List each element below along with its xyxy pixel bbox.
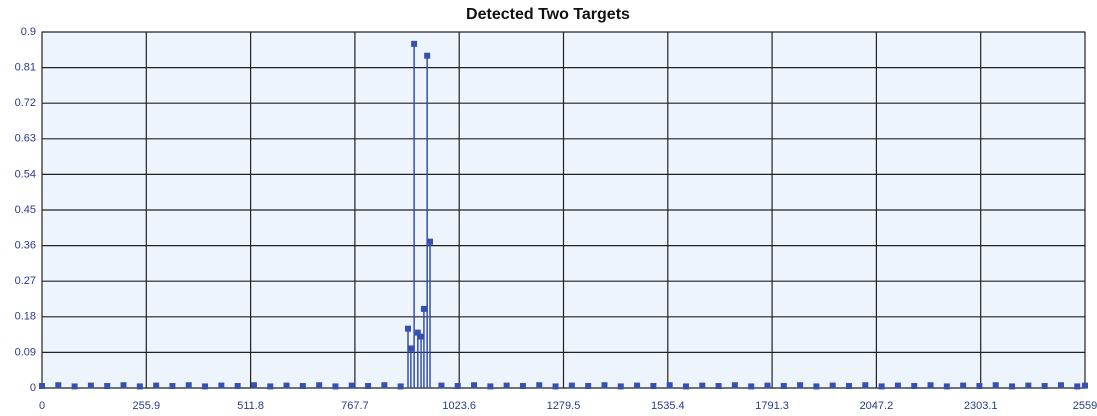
stem-marker <box>813 383 820 390</box>
stem-marker <box>234 383 241 390</box>
stem-marker <box>911 383 918 390</box>
x-tick-label: 2303.1 <box>964 400 998 412</box>
y-tick-label: 0.36 <box>15 240 36 252</box>
stem-marker <box>420 305 427 312</box>
stem-marker <box>568 382 575 389</box>
stem-marker <box>943 383 950 390</box>
stem-marker <box>552 383 559 390</box>
stem-marker <box>39 383 45 390</box>
y-tick-label: 0.09 <box>15 346 36 358</box>
x-tick-label: 1535.4 <box>651 400 685 412</box>
stem-marker <box>601 382 608 389</box>
stem-marker <box>397 383 404 390</box>
stem-marker <box>250 382 257 389</box>
stem-marker <box>55 382 62 389</box>
x-tick-label: 1279.5 <box>547 400 581 412</box>
stem-marker <box>267 383 274 390</box>
stem-marker <box>976 383 983 390</box>
stem-marker <box>846 383 853 390</box>
y-tick-label: 0.72 <box>15 97 36 109</box>
y-tick-label: 0.9 <box>21 26 36 38</box>
stem-marker <box>136 383 143 390</box>
x-tick-label: 255.9 <box>133 400 161 412</box>
stem-marker <box>862 382 869 389</box>
stem-marker <box>411 40 418 47</box>
stem-marker <box>650 383 657 390</box>
stem-marker <box>1009 383 1016 390</box>
stem-marker <box>1082 382 1088 389</box>
stem-marker <box>992 382 999 389</box>
stem-marker <box>927 382 934 389</box>
y-tick-label: 0 <box>30 382 36 394</box>
stem-marker <box>519 383 526 390</box>
stem-marker <box>666 382 673 389</box>
x-tick-label: 1023.6 <box>442 400 476 412</box>
stem-marker <box>487 383 494 390</box>
stem-marker <box>202 383 209 390</box>
x-tick-label: 1791.3 <box>755 400 789 412</box>
stem-marker <box>894 382 901 389</box>
stem-marker <box>797 382 804 389</box>
stem-marker <box>427 238 434 245</box>
stem-marker <box>503 382 510 389</box>
stem-marker <box>87 382 94 389</box>
stem-marker <box>418 333 425 340</box>
stem-marker <box>405 325 412 332</box>
x-tick-label: 767.7 <box>341 400 369 412</box>
stem-marker <box>715 383 722 390</box>
y-tick-label: 0.45 <box>15 204 36 216</box>
stem-marker <box>1025 382 1032 389</box>
stem-marker <box>699 382 706 389</box>
stem-marker <box>424 52 431 59</box>
stem-marker <box>218 382 225 389</box>
stem-marker <box>878 383 885 390</box>
stem-marker <box>1041 383 1048 390</box>
stem-marker <box>365 383 372 390</box>
stem-marker <box>185 382 192 389</box>
stem-marker <box>585 383 592 390</box>
stem-marker <box>104 383 111 390</box>
x-tick-label: 2559 <box>1073 400 1097 412</box>
stem-marker <box>381 382 388 389</box>
stem-marker <box>682 383 689 390</box>
stem-marker <box>536 382 543 389</box>
stem-marker <box>332 383 339 390</box>
stem-marker <box>471 382 478 389</box>
stem-marker <box>348 382 355 389</box>
stem-marker <box>153 382 160 389</box>
stem-marker <box>407 345 414 352</box>
stem-marker <box>438 382 445 389</box>
stem-marker <box>1074 383 1081 390</box>
x-tick-label: 2047.2 <box>860 400 894 412</box>
stem-marker <box>1057 382 1064 389</box>
stem-marker <box>454 383 461 390</box>
stem-marker <box>617 383 624 390</box>
stem-marker <box>299 383 306 390</box>
stem-marker <box>634 382 641 389</box>
y-tick-label: 0.54 <box>15 168 36 180</box>
y-tick-label: 0.27 <box>15 275 36 287</box>
stem-marker <box>748 383 755 390</box>
stem-marker <box>780 383 787 390</box>
stem-marker <box>169 383 176 390</box>
stem-marker <box>71 383 78 390</box>
chart-title: Detected Two Targets <box>466 6 630 23</box>
stem-marker <box>316 382 323 389</box>
y-tick-label: 0.18 <box>15 311 36 323</box>
stem-marker <box>731 382 738 389</box>
y-tick-label: 0.63 <box>15 133 36 145</box>
x-tick-label: 511.8 <box>237 400 264 412</box>
stem-marker <box>829 382 836 389</box>
stem-marker <box>764 382 771 389</box>
stem-marker <box>960 382 967 389</box>
stem-marker <box>414 329 421 336</box>
x-tick-label: 0 <box>39 400 45 412</box>
stem-marker <box>120 382 127 389</box>
y-tick-label: 0.81 <box>15 62 36 74</box>
stem-marker <box>283 382 290 389</box>
